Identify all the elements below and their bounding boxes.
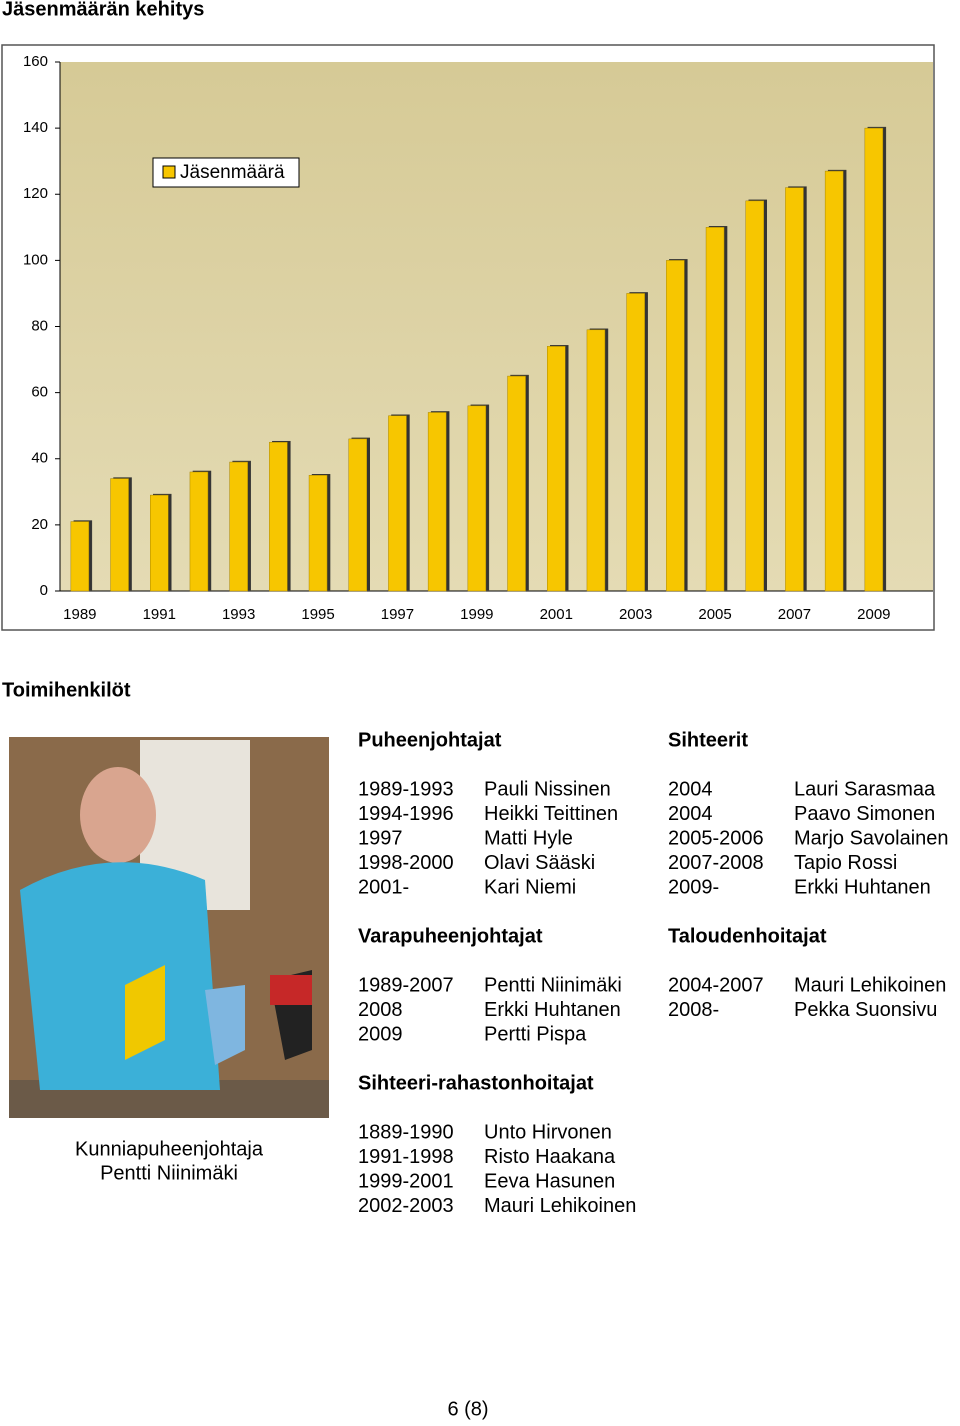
period: 2001- <box>358 876 409 898</box>
y-tick-label: 40 <box>31 450 48 467</box>
bar <box>586 329 606 592</box>
y-tick-label: 100 <box>23 251 48 268</box>
person: Matti Hyle <box>484 827 573 849</box>
page-number: 6 (8) <box>447 1398 488 1420</box>
period: 1994-1996 <box>358 803 454 825</box>
photo-caption: Kunniapuheenjohtaja <box>75 1138 264 1160</box>
x-tick-label: 2005 <box>698 606 731 623</box>
x-tick-label: 1989 <box>63 606 96 623</box>
y-tick-label: 140 <box>23 119 48 136</box>
x-tick-label: 1995 <box>301 606 334 623</box>
period: 1989-1993 <box>358 778 454 800</box>
person: Erkki Huhtanen <box>484 999 621 1021</box>
bar <box>388 415 407 592</box>
period: 1998-2000 <box>358 852 454 874</box>
period: 2009 <box>358 1023 403 1045</box>
person: Eeva Hasunen <box>484 1170 615 1192</box>
section-title: Sihteeri-rahastonhoitajat <box>358 1072 594 1094</box>
y-tick-label: 0 <box>40 582 48 599</box>
period: 2009- <box>668 876 719 898</box>
photo <box>9 737 329 1118</box>
bar <box>269 441 288 592</box>
x-tick-label: 1993 <box>222 606 255 623</box>
bar <box>666 260 685 592</box>
person: Pauli Nissinen <box>484 778 611 800</box>
period: 2007-2008 <box>668 852 764 874</box>
y-tick-label: 60 <box>31 384 48 401</box>
person: Risto Haakana <box>484 1146 616 1168</box>
period: 2002-2003 <box>358 1195 454 1217</box>
period: 2008- <box>668 999 719 1021</box>
y-tick-label: 20 <box>31 516 48 533</box>
section-title: Sihteerit <box>668 729 748 751</box>
period: 2005-2006 <box>668 827 764 849</box>
heading: Toimihenkilöt <box>2 679 131 701</box>
period: 1997 <box>358 827 403 849</box>
period: 1991-1998 <box>358 1146 454 1168</box>
person: Unto Hirvonen <box>484 1121 612 1143</box>
bar <box>547 346 566 592</box>
legend-label: Jäsenmäärä <box>180 162 285 183</box>
y-tick-label: 80 <box>31 317 48 334</box>
legend-box <box>152 157 300 188</box>
person: Mauri Lehikoinen <box>794 974 946 996</box>
period: 1999-2001 <box>358 1170 454 1192</box>
bar <box>70 521 90 592</box>
y-tick-label: 120 <box>23 185 48 202</box>
x-tick-label: 1991 <box>143 606 176 623</box>
person: Tapio Rossi <box>794 852 897 874</box>
bar <box>507 375 526 592</box>
period: 2004 <box>668 778 713 800</box>
bar <box>229 461 248 592</box>
person: Pekka Suonsivu <box>794 999 937 1021</box>
y-tick-label: 160 <box>23 53 48 70</box>
x-tick-label: 2007 <box>778 606 811 623</box>
x-tick-label: 1997 <box>381 606 414 623</box>
x-tick-label: 2003 <box>619 606 652 623</box>
person: Mauri Lehikoinen <box>484 1195 636 1217</box>
chart-title: Jäsenmäärän kehitys <box>2 0 204 20</box>
bar <box>348 438 367 592</box>
person: Marjo Savolainen <box>794 827 949 849</box>
period: 2004-2007 <box>668 974 764 996</box>
bar <box>745 200 764 592</box>
period: 2008 <box>358 999 403 1021</box>
person: Heikki Teittinen <box>484 803 618 825</box>
person: Olavi Sääski <box>484 852 595 874</box>
section-title: Puheenjohtajat <box>358 729 502 751</box>
period: 1889-1990 <box>358 1121 454 1143</box>
legend-swatch <box>162 165 176 179</box>
period: 1989-2007 <box>358 974 454 996</box>
bar <box>110 478 129 592</box>
person: Paavo Simonen <box>794 803 935 825</box>
person: Lauri Sarasmaa <box>794 778 936 800</box>
x-tick-label: 2009 <box>857 606 890 623</box>
section-title: Taloudenhoitajat <box>668 925 827 947</box>
bar <box>150 494 169 592</box>
x-tick-label: 2001 <box>540 606 573 623</box>
bar <box>824 170 844 592</box>
period: 2004 <box>668 803 713 825</box>
x-tick-label: 1999 <box>460 606 493 623</box>
photo-caption: Pentti Niinimäki <box>100 1162 238 1184</box>
bar <box>626 293 645 592</box>
bar <box>189 471 209 592</box>
bar <box>308 475 328 592</box>
section-title: Varapuheenjohtajat <box>358 925 543 947</box>
bar <box>705 227 725 592</box>
bar <box>864 127 884 592</box>
bar <box>785 187 804 592</box>
person: Pentti Niinimäki <box>484 974 622 996</box>
person: Kari Niemi <box>484 876 576 898</box>
person: Pertti Pispa <box>484 1023 587 1045</box>
bar <box>427 412 447 592</box>
person: Erkki Huhtanen <box>794 876 931 898</box>
bar <box>467 405 487 592</box>
